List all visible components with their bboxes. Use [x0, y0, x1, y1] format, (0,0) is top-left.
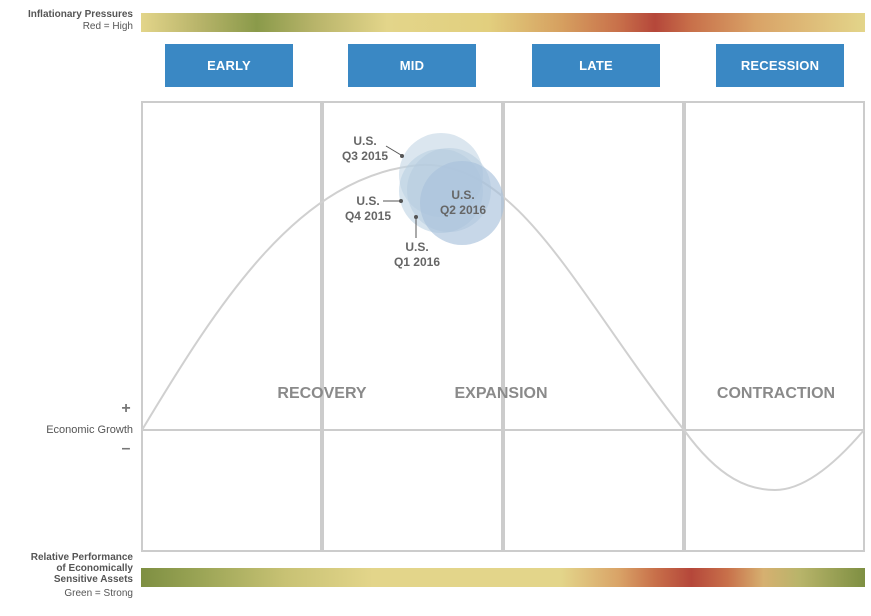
performance-legend: Green = Strong [64, 588, 133, 599]
phase-mid-button[interactable]: MID [348, 44, 476, 87]
phase-late-button[interactable]: LATE [532, 44, 660, 87]
inflation-legend: Red = High [82, 21, 133, 32]
label-q2-2016-period: Q2 2016 [440, 203, 486, 217]
label-q3-2015-country: U.S. [353, 134, 376, 148]
bubble-q2-2016 [420, 161, 504, 245]
label-q1-2016-country: U.S. [405, 240, 428, 254]
phase-recession-button[interactable]: RECESSION [716, 44, 844, 87]
inflation-gradient-bar [141, 13, 865, 32]
economic-growth-label: Economic Growth [46, 424, 133, 436]
plus-sign: + [121, 400, 130, 417]
stage-contraction-label: CONTRACTION [717, 385, 835, 402]
minus-sign: – [122, 440, 131, 457]
label-q4-2015-country: U.S. [356, 194, 379, 208]
stage-recovery-label: RECOVERY [277, 385, 367, 402]
label-q2-2016-country: U.S. [451, 188, 474, 202]
performance-title-2: of Economically [56, 563, 133, 574]
stage-expansion-label: EXPANSION [454, 385, 547, 402]
phase-early-button[interactable]: EARLY [165, 44, 293, 87]
label-q3-2015-period: Q3 2015 [342, 149, 388, 163]
label-q1-2016-period: Q1 2016 [394, 255, 440, 269]
performance-title-3: Sensitive Assets [53, 574, 133, 585]
marker-q3-2015 [400, 154, 404, 158]
performance-gradient-bar [141, 568, 865, 587]
inflation-title: Inflationary Pressures [27, 9, 133, 20]
marker-q4-2015 [399, 199, 403, 203]
business-cycle-curve [141, 163, 865, 492]
marker-q1-2016 [414, 215, 418, 219]
performance-title: Relative Performance [30, 552, 133, 563]
label-q4-2015-period: Q4 2015 [345, 209, 391, 223]
